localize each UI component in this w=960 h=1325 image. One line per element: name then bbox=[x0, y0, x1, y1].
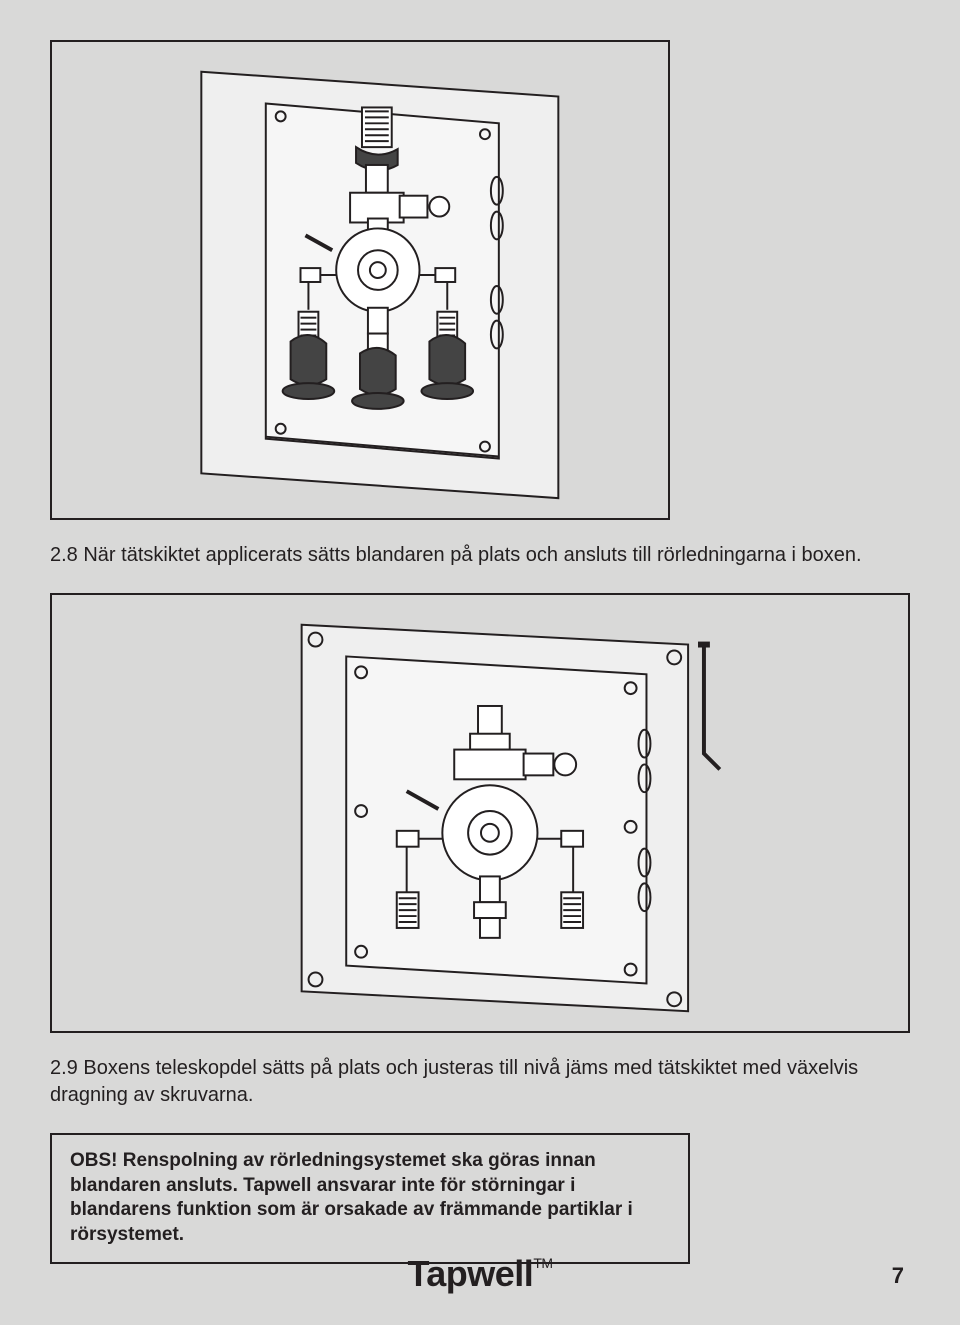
brand-tm: TM bbox=[533, 1255, 552, 1271]
footer: TapwellTM bbox=[0, 1253, 960, 1295]
figure-2-9-svg bbox=[52, 595, 908, 1031]
figure-2-8-svg bbox=[52, 42, 668, 518]
caption-2-9: 2.9 Boxens teleskopdel sätts på plats oc… bbox=[50, 1055, 870, 1109]
brand-logo: TapwellTM bbox=[407, 1253, 552, 1295]
page-number: 7 bbox=[892, 1263, 904, 1289]
note-box: OBS! Renspolning av rörledningsystemet s… bbox=[50, 1133, 690, 1264]
figure-2-9 bbox=[50, 593, 910, 1033]
caption-2-8: 2.8 När tätskiktet applicerats sätts bla… bbox=[50, 542, 870, 569]
brand-name: Tapwell bbox=[407, 1253, 533, 1294]
figure-2-8 bbox=[50, 40, 670, 520]
